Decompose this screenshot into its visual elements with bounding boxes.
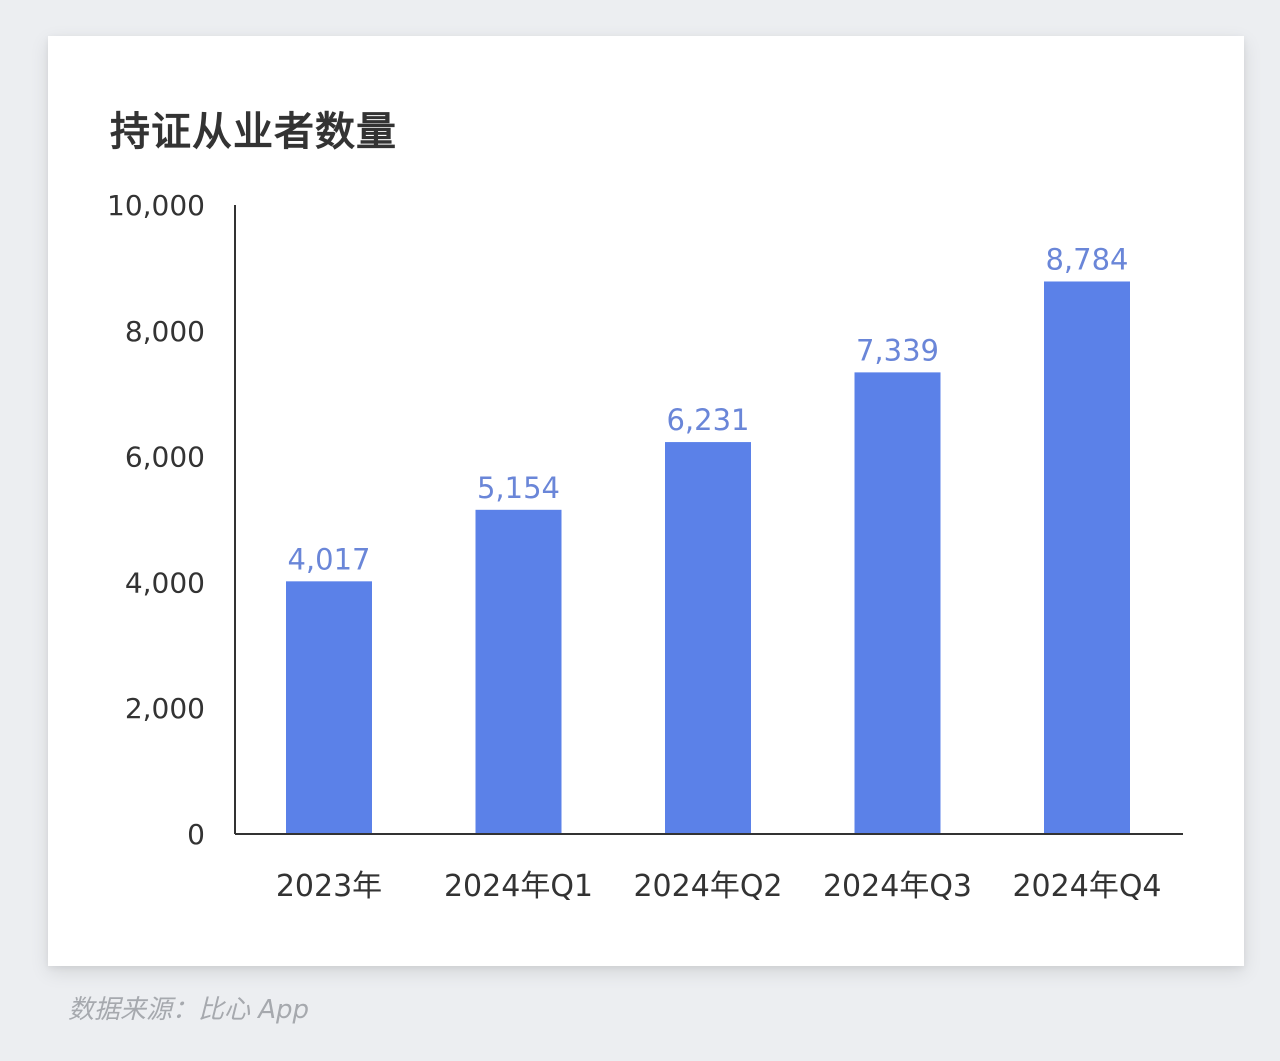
bar-value-label: 5,154 [477, 471, 560, 505]
chart-title: 持证从业者数量 [110, 109, 397, 155]
bar-value-label: 6,231 [666, 403, 749, 437]
bar-value-label: 7,339 [856, 333, 939, 367]
y-axis-ticks: 0 2,000 4,000 6,000 8,000 10,000 [107, 189, 205, 851]
y-tick-label: 10,000 [107, 189, 205, 222]
x-category-label: 2024年Q3 [823, 869, 972, 904]
y-tick-label: 2,000 [125, 692, 205, 725]
y-tick-label: 4,000 [125, 566, 205, 599]
x-category-label: 2024年Q1 [444, 869, 593, 904]
x-category-label: 2023年 [276, 869, 382, 904]
bar-value-label: 4,017 [287, 542, 370, 576]
y-tick-label: 6,000 [125, 441, 205, 474]
y-tick-label: 0 [187, 818, 205, 851]
bars [286, 281, 1130, 834]
bar-value-label: 8,784 [1045, 242, 1128, 276]
bar [286, 581, 372, 834]
bar [475, 509, 562, 834]
source-note: 数据来源：比心 App [68, 995, 310, 1025]
y-tick-label: 8,000 [125, 315, 205, 348]
x-category-label: 2024年Q4 [1012, 869, 1161, 904]
x-axis-labels: 2023年 2024年Q1 2024年Q2 2024年Q3 2024年Q4 [276, 869, 1162, 904]
bar [1044, 281, 1130, 834]
bar [665, 442, 751, 834]
bar-value-labels: 4,017 5,154 6,231 7,339 8,784 [287, 242, 1128, 576]
bar [854, 372, 941, 834]
x-category-label: 2024年Q2 [633, 869, 782, 904]
